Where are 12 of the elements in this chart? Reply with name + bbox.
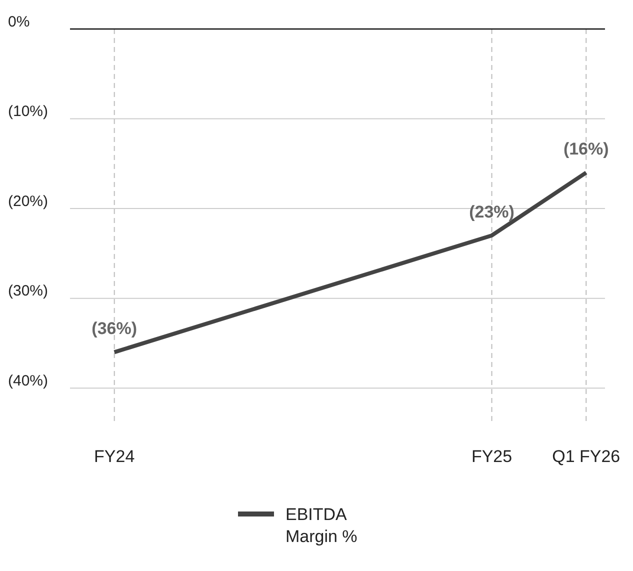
- data-label: (23%): [469, 202, 514, 222]
- y-tick-label: (40%): [8, 372, 48, 390]
- data-label: (36%): [92, 319, 138, 338]
- y-tick-label: (10%): [8, 103, 48, 120]
- legend-label: EBITDA Margin %: [286, 504, 358, 548]
- y-tick-label: 0%: [8, 13, 30, 30]
- x-tick-label: Q1 FY26: [552, 447, 620, 466]
- x-tick-label: FY24: [94, 447, 135, 466]
- x-tick-label: FY25: [471, 447, 512, 466]
- y-tick-label: (30%): [8, 282, 48, 300]
- y-tick-label: (20%): [8, 192, 48, 210]
- data-label: (16%): [563, 140, 609, 159]
